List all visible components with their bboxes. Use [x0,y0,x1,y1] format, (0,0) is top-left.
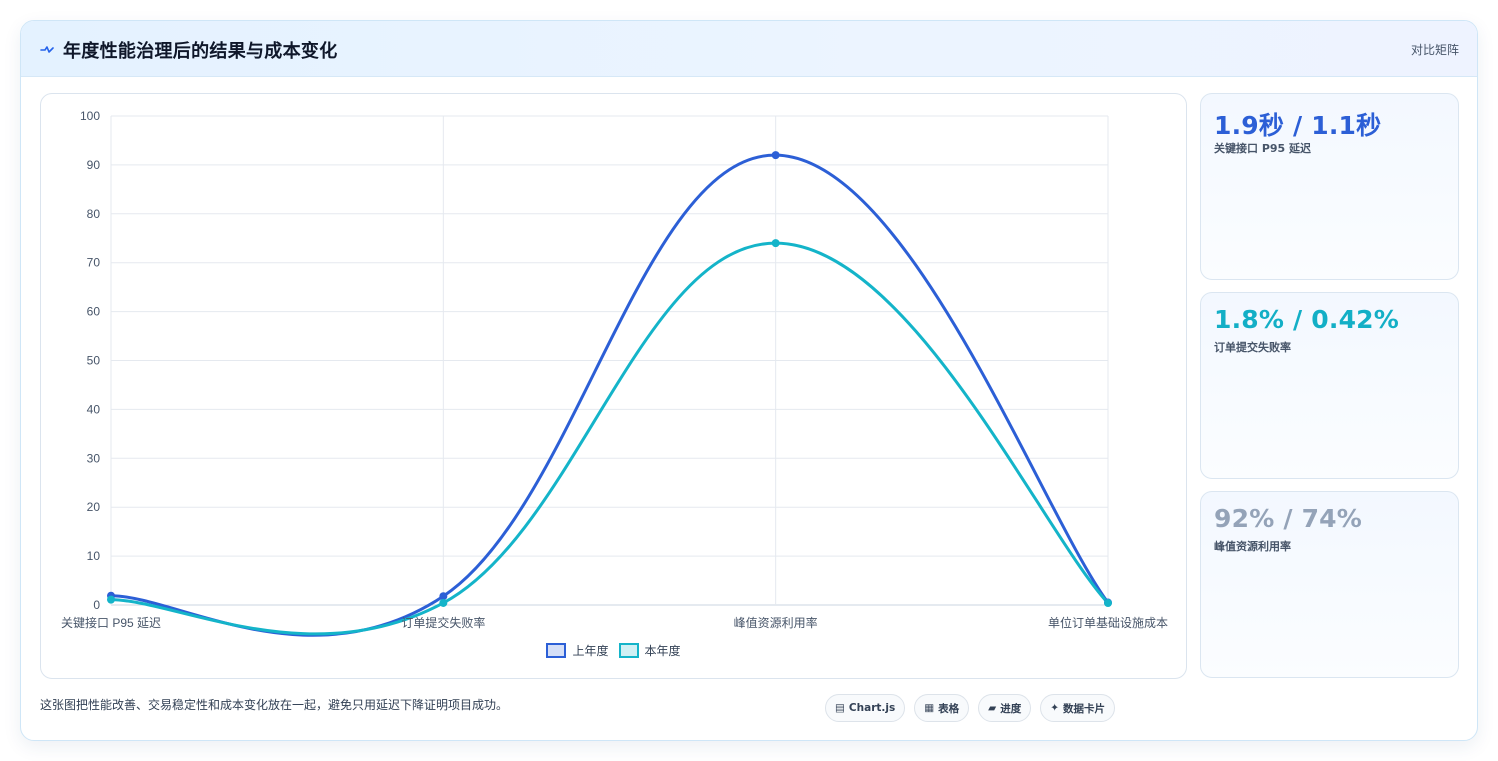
y-tick-label: 80 [87,207,101,221]
dashboard-card: 年度性能治理后的结果与成本变化 对比矩阵 0 10 20 30 40 50 60 70 80 90… [20,20,1478,741]
kpi-label: 峰值资源利用率 [1214,540,1291,553]
chip-label: 表格 [938,702,960,715]
y-tick-label: 10 [87,549,101,563]
x-tick-label: 关键接口 P95 延迟 [61,615,161,630]
chip-table[interactable]: ▦ 表格 [914,694,970,722]
line-chart: 0 10 20 30 40 50 60 70 80 90 100 关键接口 P95 延迟 订单提交失败率… [61,109,1168,637]
kpi-label: 订单提交失败率 [1214,341,1291,354]
y-tick-label: 40 [87,402,101,416]
x-tick-label: 单位订单基础设施成本 [1048,615,1168,630]
kpi-value: 1.8% / 0.42% [1214,305,1400,334]
kpi-value: 92% / 74% [1214,504,1363,533]
pulse-icon [40,46,54,53]
page-title: 年度性能治理后的结果与成本变化 [63,41,338,62]
chart-legend: 上年度 本年度 [41,642,1186,658]
kpi-value: 1.9秒 / 1.1秒 [1214,111,1382,140]
kpi-card-utilization: 92% / 74% 峰值资源利用率 [1200,491,1459,678]
chart-panel: 0 10 20 30 40 50 60 70 80 90 100 关键接口 P95 延迟 订单提交失败率… [40,93,1187,679]
data-point[interactable] [1104,599,1112,608]
view-switcher: ▤ Chart.js ▦ 表格 ▰ 进度 ✦ 数据卡片 [825,694,1116,722]
sparkle-icon: ✦ [1050,702,1060,714]
y-tick-label: 20 [87,500,101,514]
chart-footnote: 这张图把性能改善、交易稳定性和成本变化放在一起，避免只用延迟下降证明项目成功。 [40,698,509,712]
legend-swatch-this-year [618,642,639,658]
data-point[interactable] [107,595,115,604]
y-tick-label: 50 [87,354,101,368]
compare-matrix-button[interactable]: 对比矩阵 [1410,43,1459,57]
data-point[interactable] [439,598,448,607]
series-line [110,241,1110,636]
y-tick-label: 90 [87,158,101,172]
data-point[interactable] [771,239,780,248]
chip-label: 数据卡片 [1063,702,1106,715]
x-tick-label: 订单提交失败率 [401,615,485,630]
chip-chartjs[interactable]: ▤ Chart.js [825,694,906,722]
y-tick-label: 0 [93,598,100,612]
legend-swatch-last-year [546,642,567,658]
y-tick-label: 100 [80,109,100,123]
chip-progress[interactable]: ▰ 进度 [978,694,1032,722]
kpi-card-latency: 1.9秒 / 1.1秒 关键接口 P95 延迟 [1200,93,1459,280]
chip-data-cards[interactable]: ✦ 数据卡片 [1040,694,1116,722]
legend-item-last-year[interactable]: 上年度 [546,642,609,659]
kpi-label: 关键接口 P95 延迟 [1214,142,1312,155]
legend-label: 上年度 [572,643,609,658]
data-point[interactable] [439,592,448,601]
progress-icon: ▰ [988,702,997,714]
data-point[interactable] [771,151,780,160]
y-tick-label: 60 [87,305,101,319]
legend-label: 本年度 [644,643,681,658]
y-tick-label: 30 [87,451,101,465]
chip-label: 进度 [1000,702,1022,715]
card-header: 年度性能治理后的结果与成本变化 对比矩阵 [21,21,1477,77]
legend-item-this-year[interactable]: 本年度 [618,642,681,659]
table-icon: ▦ [924,702,935,714]
x-tick-label: 峰值资源利用率 [734,615,818,630]
y-tick-label: 70 [87,256,101,270]
chip-label: Chart.js [848,702,896,714]
chart-icon: ▤ [835,702,845,714]
kpi-card-failure-rate: 1.8% / 0.42% 订单提交失败率 [1200,292,1459,479]
